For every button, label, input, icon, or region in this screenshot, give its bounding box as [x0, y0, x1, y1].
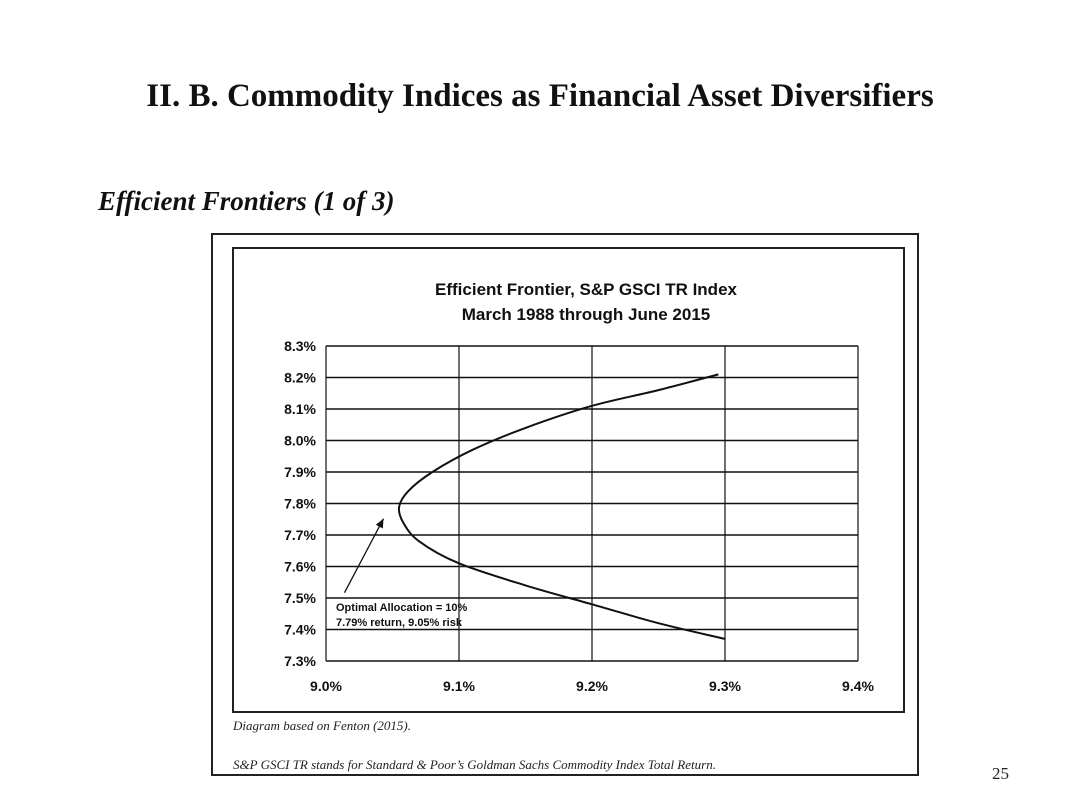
x-tick-label: 9.0% — [310, 678, 342, 694]
x-tick-label: 9.3% — [709, 678, 741, 694]
y-tick-label: 8.3% — [284, 338, 316, 354]
y-tick-label: 8.1% — [284, 401, 316, 417]
y-tick-label: 7.6% — [284, 559, 316, 575]
efficient-frontier-curve — [397, 373, 726, 640]
page-number: 25 — [992, 764, 1009, 783]
y-tick-label: 7.9% — [284, 464, 316, 480]
figure-outer-frame — [211, 233, 919, 776]
annotation-text-line1: Optimal Allocation = 10% — [336, 602, 468, 614]
y-tick-label: 7.3% — [284, 653, 316, 669]
annotation-group: Optimal Allocation = 10% 7.79% return, 9… — [336, 518, 468, 629]
chart-frame — [232, 247, 905, 713]
grid-layer — [325, 345, 859, 662]
annotation-arrow-head — [375, 518, 384, 529]
caption-definition: S&P GSCI TR stands for Standard & Poor’s… — [233, 757, 716, 772]
caption-source: Diagram based on Fenton (2015). — [233, 718, 412, 733]
y-tick-label: 7.8% — [284, 496, 316, 512]
y-tick-label: 8.2% — [284, 370, 316, 386]
slide-title: II. B. Commodity Indices as Financial As… — [146, 78, 934, 114]
annotation-text-line2: 7.79% return, 9.05% risk — [336, 617, 463, 629]
x-tick-label: 9.2% — [576, 678, 608, 694]
chart-title-line1: Efficient Frontier, S&P GSCI TR Index — [435, 280, 738, 299]
y-tick-label: 8.0% — [284, 433, 316, 449]
x-tick-label: 9.4% — [842, 678, 874, 694]
slide-subtitle: Efficient Frontiers (1 of 3) — [98, 186, 395, 216]
y-tick-label: 7.4% — [284, 622, 316, 638]
annotation-arrow-line — [343, 518, 385, 593]
y-tick-label: 7.7% — [284, 527, 316, 543]
x-tick-label: 9.1% — [443, 678, 475, 694]
tick-labels: 8.3% 8.2% 8.1% 8.0% 7.9% 7.8% 7.7% 7.6% 7.5% 7.4%… — [284, 338, 874, 694]
y-tick-label: 7.5% — [284, 590, 316, 606]
chart-title-line2: March 1988 through June 2015 — [462, 305, 710, 324]
